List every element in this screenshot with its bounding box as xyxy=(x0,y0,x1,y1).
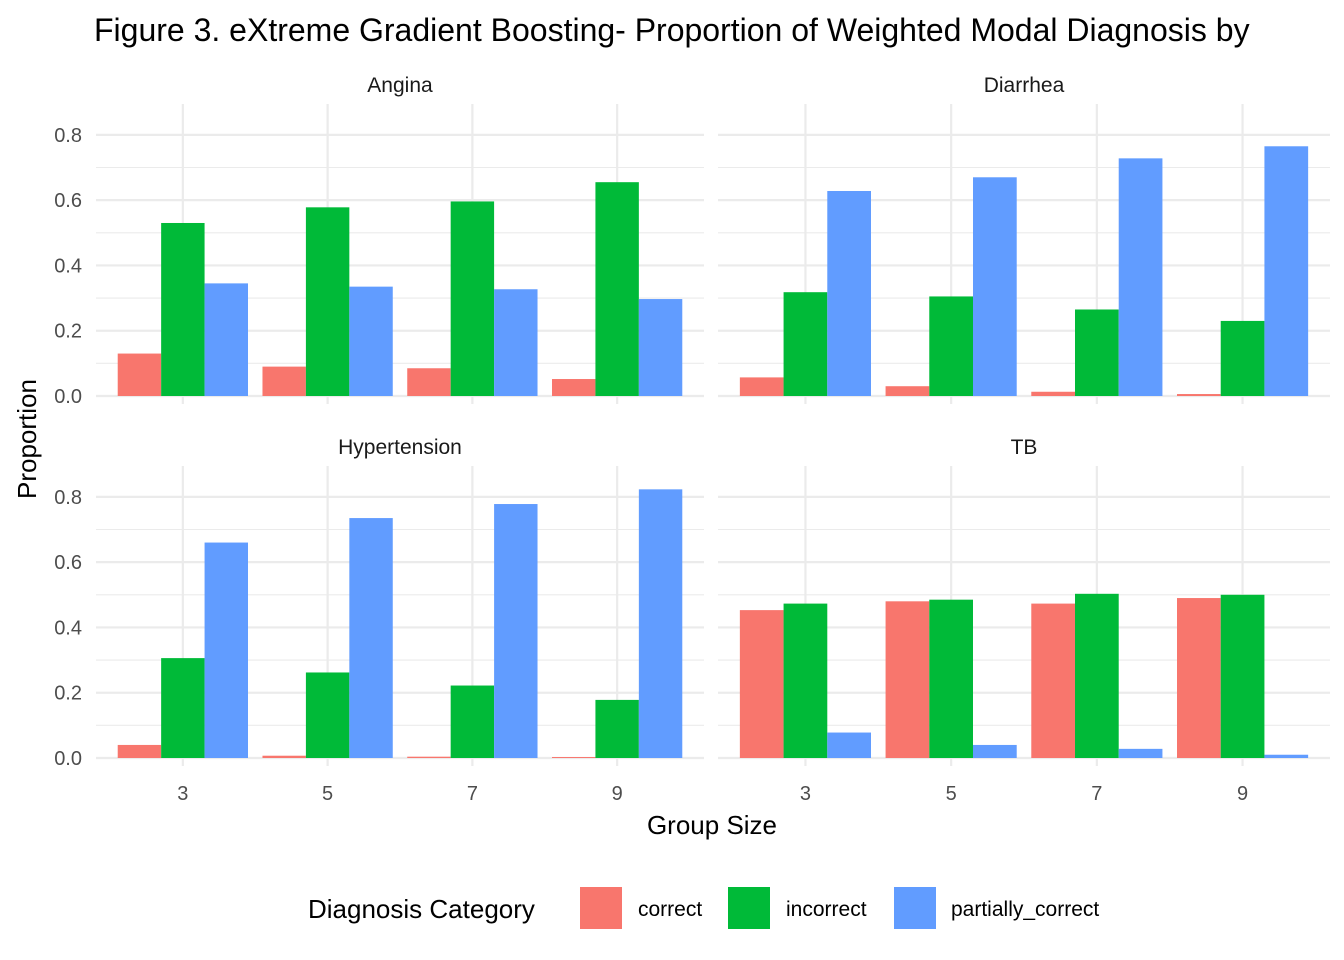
bar-diarrhea-partially_correct-7 xyxy=(1118,158,1163,396)
bar-hypertension-incorrect-5 xyxy=(305,672,350,758)
legend-key-correct xyxy=(580,887,622,929)
bar-angina-partially_correct-3 xyxy=(204,283,248,396)
x-tick-label: 7 xyxy=(467,783,478,805)
bar-hypertension-incorrect-3 xyxy=(161,658,205,758)
bar-hypertension-correct-5 xyxy=(262,755,306,758)
legend: Diagnosis Category correct incorrect parti… xyxy=(308,887,1099,929)
x-axis-title: Group Size xyxy=(647,810,777,840)
legend-label-incorrect: incorrect xyxy=(786,898,867,921)
bar-tb-incorrect-3 xyxy=(783,603,828,758)
bar-hypertension-partially_correct-3 xyxy=(204,542,248,758)
bar-hypertension-partially_correct-9 xyxy=(638,489,683,758)
legend-label-correct: correct xyxy=(638,898,702,921)
bar-angina-correct-7 xyxy=(407,368,451,396)
bar-tb-incorrect-7 xyxy=(1075,593,1119,758)
y-tick-label: 0.2 xyxy=(54,321,82,343)
panel-diarrhea: Diarrhea xyxy=(718,74,1330,404)
bar-tb-partially_correct-3 xyxy=(827,732,871,758)
panel-angina: Angina 0.0 0.2 0.4 0.6 0.8 xyxy=(54,74,704,408)
x-tick-label: 9 xyxy=(1237,783,1248,805)
y-tick-label: 0.6 xyxy=(54,552,82,574)
bar-angina-partially_correct-7 xyxy=(494,289,538,396)
bar-diarrhea-partially_correct-5 xyxy=(973,177,1017,396)
bar-hypertension-partially_correct-5 xyxy=(349,518,393,758)
bar-tb-correct-7 xyxy=(1031,603,1075,758)
bar-hypertension-correct-7 xyxy=(407,756,451,758)
y-tick-label: 0.8 xyxy=(54,125,82,147)
bar-tb-correct-5 xyxy=(885,601,930,758)
legend-items: correct incorrect partially_correct xyxy=(580,887,1099,929)
bar-tb-correct-3 xyxy=(739,610,784,758)
bar-angina-correct-3 xyxy=(117,353,162,396)
bar-hypertension-partially_correct-7 xyxy=(494,504,538,758)
facet-label: TB xyxy=(1011,436,1038,459)
bar-diarrhea-correct-3 xyxy=(739,377,784,396)
bar-diarrhea-incorrect-3 xyxy=(783,292,828,396)
facet-label: Angina xyxy=(367,74,433,97)
bar-hypertension-incorrect-7 xyxy=(450,685,495,758)
x-tick-label: 5 xyxy=(946,783,957,805)
bar-angina-partially_correct-5 xyxy=(349,286,393,396)
bar-diarrhea-correct-5 xyxy=(885,386,930,396)
y-tick-label: 0.6 xyxy=(54,190,82,212)
bar-angina-incorrect-3 xyxy=(161,222,205,396)
bar-tb-partially_correct-9 xyxy=(1264,754,1309,758)
bar-tb-incorrect-5 xyxy=(929,599,973,758)
bar-diarrhea-correct-7 xyxy=(1031,391,1075,396)
bar-tb-partially_correct-5 xyxy=(973,744,1017,758)
bar-angina-partially_correct-9 xyxy=(638,299,683,396)
bar-tb-incorrect-9 xyxy=(1220,594,1265,758)
y-tick-label: 0.2 xyxy=(54,683,82,705)
legend-label-partially_correct: partially_correct xyxy=(951,898,1099,921)
bar-diarrhea-incorrect-7 xyxy=(1075,309,1119,396)
y-tick-label: 0.0 xyxy=(54,386,82,408)
facet-panels: Angina 0.0 0.2 0.4 0.6 0.8 Diarrhea Hypertensio… xyxy=(54,74,1330,805)
y-tick-label: 0.4 xyxy=(54,255,82,277)
bar-hypertension-correct-3 xyxy=(117,744,162,758)
x-tick-label: 7 xyxy=(1091,783,1102,805)
legend-title: Diagnosis Category xyxy=(308,894,535,924)
facet-label: Hypertension xyxy=(338,436,462,459)
panel-tb: TB 3 5 7 9 xyxy=(718,436,1330,805)
bar-diarrhea-partially_correct-9 xyxy=(1264,146,1309,396)
bar-hypertension-correct-9 xyxy=(552,757,596,758)
y-tick-label: 0.8 xyxy=(54,487,82,509)
bar-hypertension-incorrect-9 xyxy=(595,699,639,758)
legend-key-partially_correct xyxy=(894,887,936,929)
facet-label: Diarrhea xyxy=(984,74,1065,97)
bar-diarrhea-incorrect-5 xyxy=(929,296,973,396)
chart-title: Figure 3. eXtreme Gradient Boosting- Pro… xyxy=(94,12,1250,48)
bar-tb-correct-9 xyxy=(1177,598,1221,758)
bar-angina-correct-5 xyxy=(262,366,306,396)
x-tick-label: 3 xyxy=(177,783,188,805)
y-tick-label: 0.4 xyxy=(54,617,82,639)
bar-diarrhea-incorrect-9 xyxy=(1220,320,1265,396)
bar-angina-correct-9 xyxy=(552,379,596,396)
y-axis-title: Proportion xyxy=(12,379,42,499)
x-tick-label: 3 xyxy=(800,783,811,805)
bar-angina-incorrect-5 xyxy=(305,207,350,396)
legend-key-incorrect xyxy=(728,887,770,929)
bar-diarrhea-correct-9 xyxy=(1177,394,1221,396)
bar-angina-incorrect-7 xyxy=(450,201,495,396)
x-tick-label: 9 xyxy=(612,783,623,805)
bar-angina-incorrect-9 xyxy=(595,182,639,396)
x-tick-label: 5 xyxy=(322,783,333,805)
bar-tb-partially_correct-7 xyxy=(1118,748,1163,758)
panel-hypertension: Hypertension 0.0 0.2 0.4 0.6 0.8 3 5 7 9 xyxy=(54,436,704,805)
y-tick-label: 0.0 xyxy=(54,748,82,770)
bar-diarrhea-partially_correct-3 xyxy=(827,190,871,396)
